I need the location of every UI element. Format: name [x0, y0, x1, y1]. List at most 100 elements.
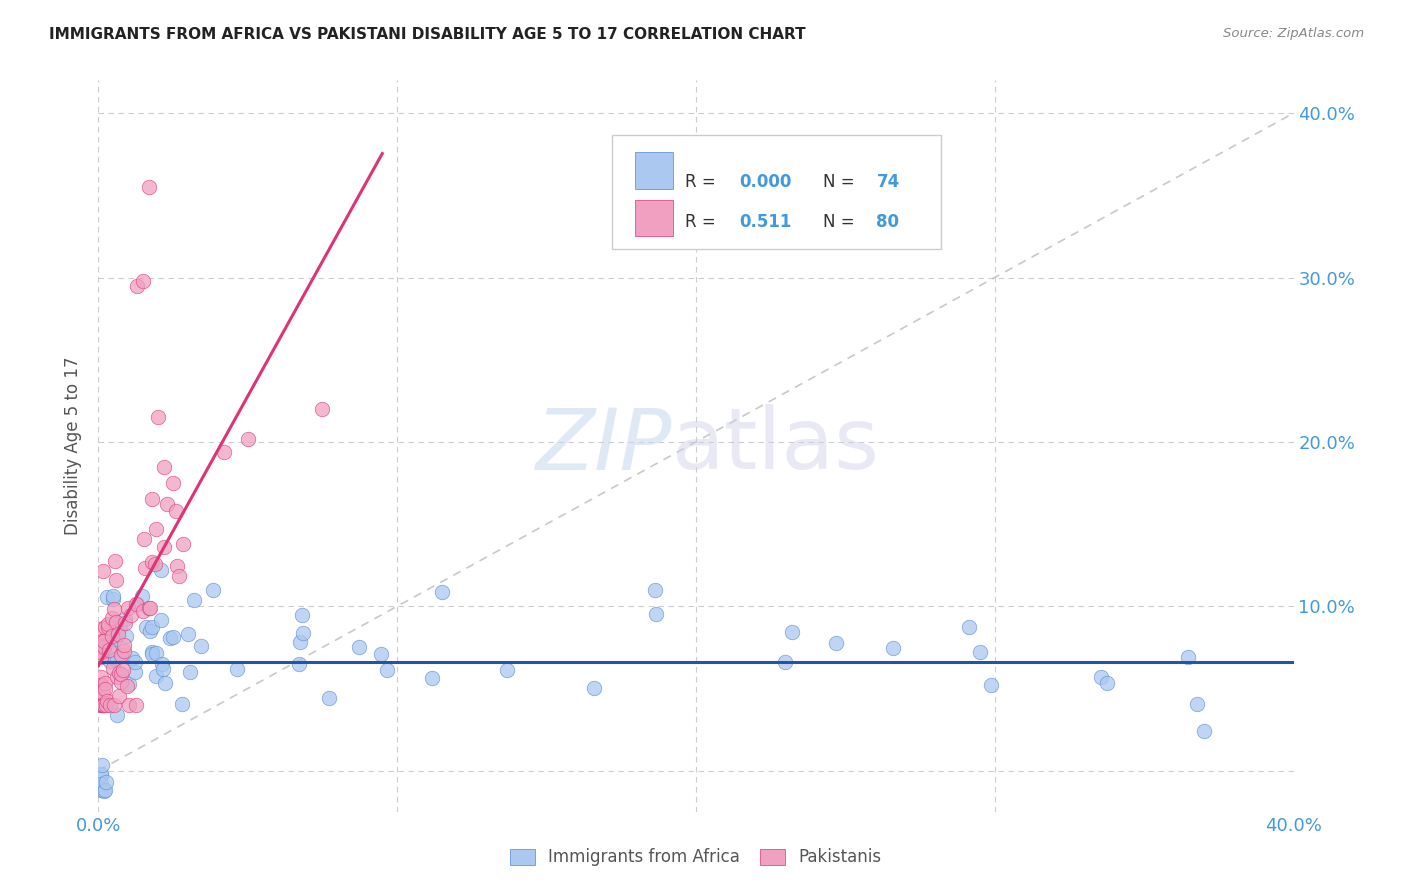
Point [190, 640, 212, 654]
Point [980, 678, 1002, 692]
Point [90, 767, 112, 781]
Point [91, 638, 114, 652]
Point [98, 654, 121, 668]
Point [124, 665, 146, 680]
Point [1194, 724, 1216, 739]
Point [167, 569, 190, 583]
Point [112, 638, 135, 652]
Point [288, 657, 311, 671]
Point [90, 767, 112, 781]
Text: 80: 80 [876, 212, 900, 230]
Text: ZIP: ZIP [536, 404, 672, 488]
Point [225, 662, 247, 676]
Text: IMMIGRANTS FROM AFRICA VS PAKISTANI DISABILITY AGE 5 TO 17 CORRELATION CHART: IMMIGRANTS FROM AFRICA VS PAKISTANI DISA… [49, 27, 806, 42]
Point [1177, 650, 1199, 665]
Point [135, 620, 157, 634]
Point [90, 783, 112, 797]
Point [139, 624, 162, 639]
Point [90, 691, 112, 706]
Point [183, 593, 205, 607]
Point [145, 522, 167, 536]
Point [141, 645, 163, 659]
Point [97, 616, 120, 631]
Point [114, 612, 136, 626]
Point [110, 648, 132, 662]
Point [117, 679, 139, 693]
Point [644, 582, 666, 597]
Point [94, 775, 117, 789]
Point [288, 635, 311, 649]
Point [165, 504, 187, 518]
Point [957, 620, 980, 634]
FancyBboxPatch shape [613, 135, 941, 249]
Point [98, 698, 121, 712]
Point [90, 678, 112, 692]
Point [291, 625, 314, 640]
Point [112, 644, 135, 658]
Point [121, 651, 143, 665]
Point [91, 633, 114, 648]
Point [138, 180, 160, 194]
Point [201, 582, 224, 597]
Point [141, 647, 163, 661]
Text: N =: N = [823, 173, 859, 191]
Point [496, 663, 519, 677]
Point [105, 617, 128, 632]
Point [179, 665, 201, 680]
Point [98, 642, 121, 657]
Text: R =: R = [685, 173, 721, 191]
Point [93, 784, 115, 798]
Point [91, 698, 114, 712]
Point [94, 698, 117, 712]
Point [94, 619, 117, 633]
Point [138, 600, 160, 615]
Point [139, 600, 162, 615]
Point [153, 540, 176, 554]
Point [91, 564, 114, 578]
Point [101, 591, 124, 606]
Point [104, 651, 127, 665]
Point [107, 708, 129, 723]
Point [114, 629, 136, 643]
Text: R =: R = [685, 212, 721, 230]
Point [107, 627, 129, 641]
Point [311, 402, 333, 417]
Point [420, 672, 443, 686]
Point [90, 640, 112, 654]
Point [93, 782, 115, 797]
Point [150, 613, 173, 627]
Point [93, 698, 115, 712]
Point [91, 684, 114, 698]
Point [969, 645, 991, 659]
Point [94, 676, 117, 690]
Point [125, 698, 148, 712]
Point [90, 777, 112, 791]
Point [212, 445, 235, 459]
Text: atlas: atlas [672, 404, 880, 488]
Point [582, 681, 605, 695]
Point [134, 561, 156, 575]
Point [90, 692, 112, 706]
Point [236, 432, 259, 446]
Point [93, 634, 115, 648]
Point [90, 698, 112, 712]
Text: N =: N = [823, 212, 859, 230]
Text: 0.000: 0.000 [740, 173, 792, 191]
Point [104, 615, 127, 630]
Point [153, 459, 176, 474]
Point [1090, 670, 1112, 684]
Point [177, 627, 200, 641]
Bar [636, 152, 673, 188]
Point [141, 620, 163, 634]
Point [114, 616, 136, 631]
Point [110, 675, 132, 690]
Point [347, 640, 370, 655]
Point [103, 661, 125, 675]
Point [141, 492, 163, 507]
Point [90, 693, 112, 707]
Point [96, 694, 118, 708]
Y-axis label: Disability Age 5 to 17: Disability Age 5 to 17 [65, 357, 83, 535]
Point [91, 698, 114, 712]
Point [97, 620, 120, 634]
Point [127, 597, 149, 611]
